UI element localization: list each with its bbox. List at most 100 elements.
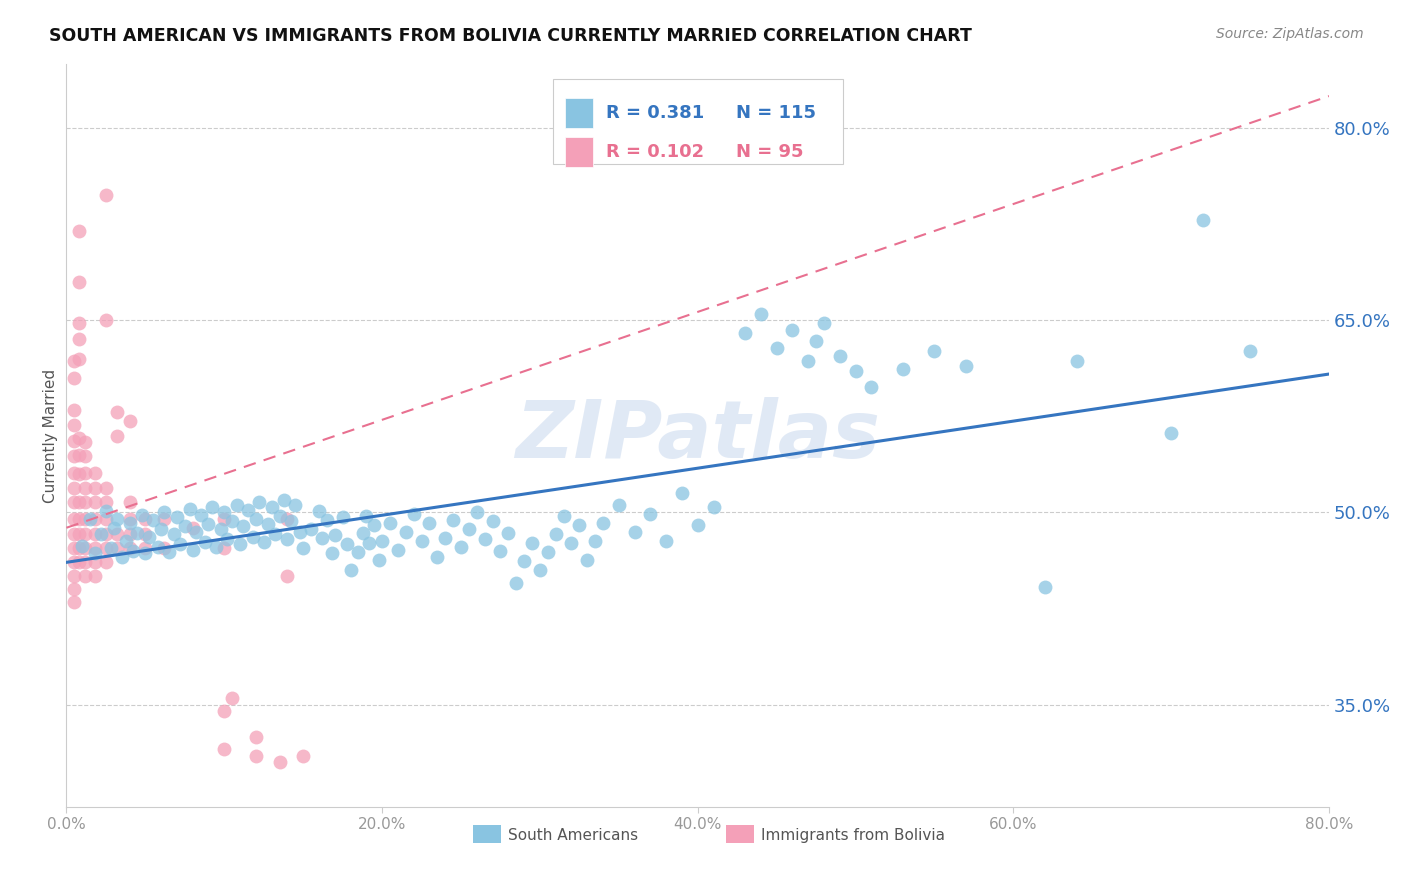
Point xyxy=(83,546,105,560)
Point xyxy=(269,509,291,524)
Point xyxy=(734,326,756,340)
Point xyxy=(94,187,117,202)
Point xyxy=(321,546,343,560)
Point xyxy=(214,512,236,526)
Point xyxy=(127,525,149,540)
Text: N = 115: N = 115 xyxy=(735,104,815,122)
Point xyxy=(75,527,97,541)
Point xyxy=(247,495,270,509)
Point xyxy=(181,521,204,535)
Point xyxy=(63,466,86,480)
Point xyxy=(363,518,385,533)
Point xyxy=(63,418,86,433)
Point xyxy=(1066,354,1088,368)
Point xyxy=(63,541,86,556)
Point xyxy=(481,514,503,528)
Point xyxy=(434,531,457,545)
Point xyxy=(1191,213,1213,227)
Point xyxy=(100,541,122,556)
Point xyxy=(115,533,138,548)
Point xyxy=(813,316,835,330)
Point xyxy=(83,555,105,569)
Point xyxy=(860,380,883,394)
Point xyxy=(273,492,295,507)
Point xyxy=(63,403,86,417)
Point xyxy=(134,512,156,526)
Point xyxy=(465,505,488,519)
Point xyxy=(221,691,243,706)
Point xyxy=(67,512,90,526)
Point xyxy=(242,530,264,544)
Point xyxy=(153,505,176,519)
Point xyxy=(368,553,391,567)
Point xyxy=(583,533,606,548)
Point xyxy=(284,498,307,512)
Point xyxy=(63,434,86,448)
Point xyxy=(544,527,567,541)
Point xyxy=(94,512,117,526)
Point xyxy=(640,507,662,521)
Point xyxy=(276,533,298,547)
Point xyxy=(75,481,97,495)
Point xyxy=(371,533,394,548)
Point xyxy=(63,371,86,385)
Point xyxy=(94,495,117,509)
Point xyxy=(804,334,827,348)
Y-axis label: Currently Married: Currently Married xyxy=(44,368,58,502)
Point xyxy=(828,349,851,363)
Point xyxy=(332,510,354,524)
Point xyxy=(387,542,409,557)
Point xyxy=(63,527,86,541)
Point xyxy=(221,514,243,528)
Point xyxy=(94,481,117,495)
Point xyxy=(1239,343,1261,358)
Point xyxy=(94,555,117,569)
Text: ZIPatlas: ZIPatlas xyxy=(515,397,880,475)
Point xyxy=(67,448,90,462)
Point xyxy=(225,498,247,512)
Point xyxy=(568,518,591,533)
Bar xyxy=(565,136,593,167)
Point xyxy=(924,343,946,358)
Text: N = 95: N = 95 xyxy=(735,143,803,161)
Point xyxy=(173,519,195,533)
Point xyxy=(75,512,97,526)
Point xyxy=(142,513,165,527)
Point xyxy=(134,527,156,541)
Point xyxy=(67,431,90,445)
Point xyxy=(83,512,105,526)
Point xyxy=(67,351,90,366)
Point xyxy=(623,524,645,539)
Point xyxy=(607,498,630,512)
Point xyxy=(955,359,977,374)
Point xyxy=(655,533,678,548)
Point xyxy=(153,541,176,556)
Point xyxy=(749,307,772,321)
Point xyxy=(105,541,128,556)
Point xyxy=(75,434,97,449)
Point xyxy=(184,524,207,539)
Point xyxy=(75,466,97,480)
Point xyxy=(378,516,401,530)
Point xyxy=(63,555,86,569)
Point xyxy=(94,541,117,556)
Point xyxy=(576,553,599,567)
Point xyxy=(63,595,86,609)
Point xyxy=(67,275,90,289)
Point xyxy=(1033,580,1056,594)
Point xyxy=(1160,425,1182,440)
Point xyxy=(308,504,330,518)
Text: Source: ZipAtlas.com: Source: ZipAtlas.com xyxy=(1216,27,1364,41)
Point xyxy=(402,507,425,521)
Point xyxy=(67,495,90,509)
Point xyxy=(67,316,90,330)
Point xyxy=(75,541,97,556)
Point xyxy=(489,543,512,558)
Point xyxy=(67,555,90,569)
Point xyxy=(138,530,160,544)
Point xyxy=(217,533,239,547)
Point xyxy=(891,362,914,376)
Point xyxy=(146,540,169,554)
Text: Immigrants from Bolivia: Immigrants from Bolivia xyxy=(761,828,945,843)
Point xyxy=(153,512,176,526)
